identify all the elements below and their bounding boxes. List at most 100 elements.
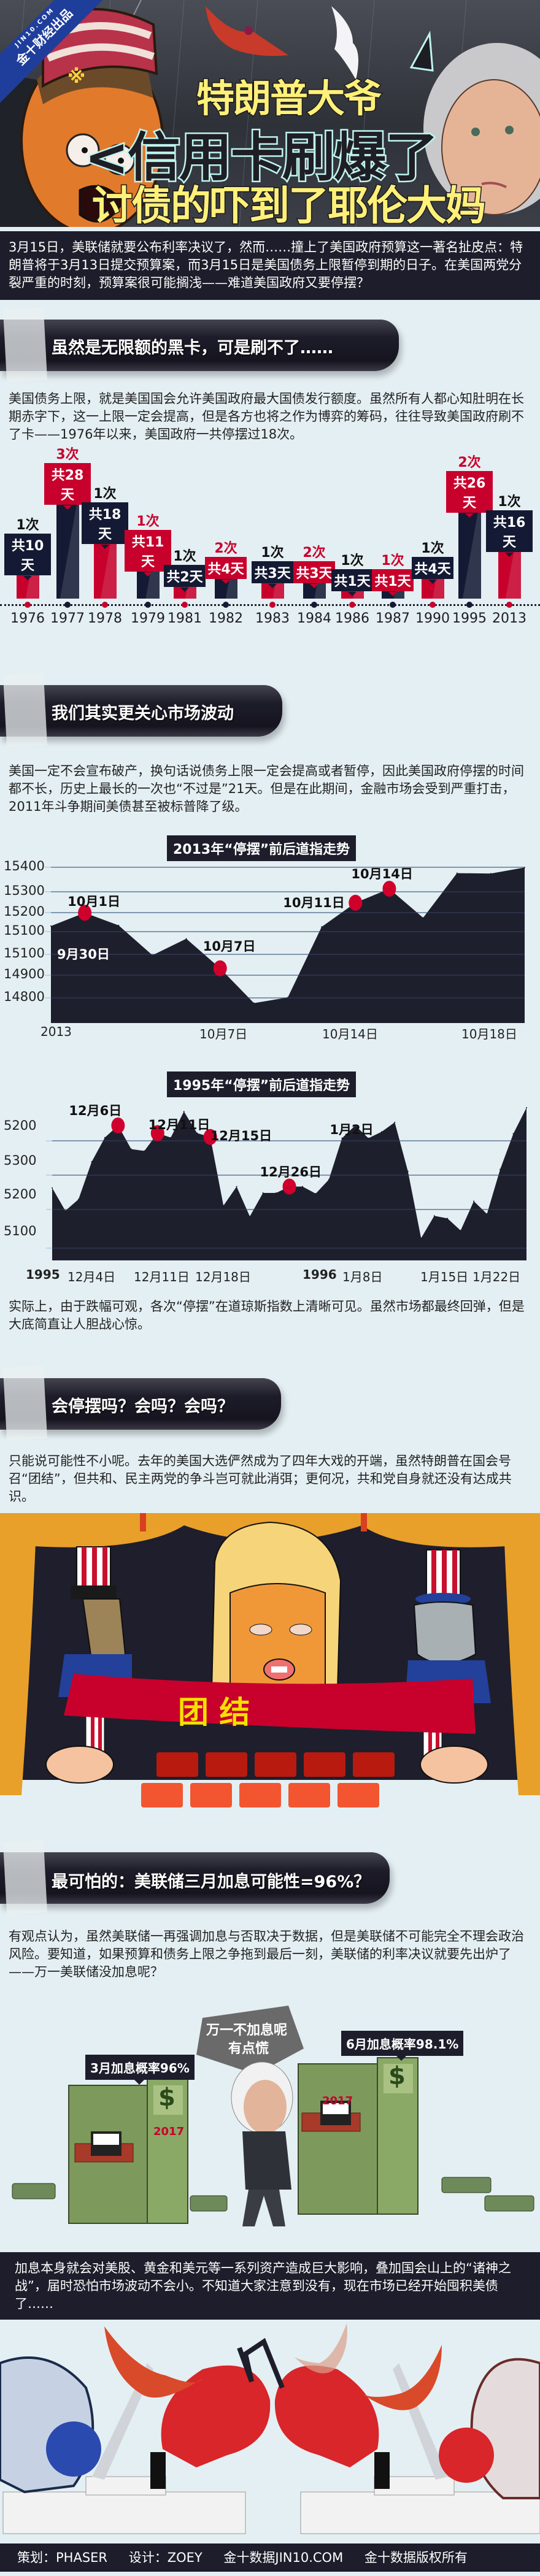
- axis-dot: [466, 602, 472, 608]
- data-point: [490, 873, 492, 875]
- bar: [17, 554, 39, 599]
- axis-dot: [390, 602, 396, 608]
- section2-after-text: 实际上，由于跌幅可观，各次“停摆”在道琼斯指数上清晰可见。虽然市场都最终回弹，但…: [9, 1299, 525, 1332]
- credit-site: 金十数据JIN10.COM: [223, 2550, 344, 2565]
- stage-illustration: 团 结: [0, 1513, 540, 1807]
- bar: [458, 491, 481, 599]
- annotation-dot: [282, 1178, 296, 1195]
- section4-title: 最可怕的：美联储三月加息可能性=96%？: [52, 1873, 371, 1892]
- chart-svg: [46, 1107, 527, 1260]
- bar: [215, 578, 237, 599]
- data-point: [253, 1002, 255, 1004]
- data-point: [236, 1186, 237, 1187]
- republican-elephant-cartoon: [405, 1549, 491, 1784]
- eagle-icon: [295, 2323, 347, 2374]
- data-point: [321, 926, 323, 928]
- year-label: 1986: [335, 611, 369, 626]
- days-label: 共3天: [293, 561, 335, 588]
- days-label: 共1天: [331, 569, 373, 596]
- intro-text: 3月15日，美联储就要公布利率决议了，然而……撞上了美国政府预算这一著名扯皮点：…: [9, 240, 523, 290]
- y-tick-label: 5200: [4, 1118, 37, 1133]
- data-point: [118, 924, 120, 926]
- money-printer-left: [68, 2079, 188, 2224]
- money-printer-right: [298, 2057, 418, 2215]
- march-hike-probability: 3月加息概率96%: [85, 2055, 195, 2085]
- june-hike-probability: 6月加息概率98.1%: [341, 2031, 464, 2061]
- data-point: [407, 1170, 409, 1172]
- x-tick-label: 12月11日: [134, 1270, 190, 1284]
- svg-text:※: ※: [68, 66, 85, 88]
- dollar-icon: $: [158, 2083, 176, 2112]
- data-point: [170, 1137, 172, 1138]
- machine-year-label-right: 2017: [322, 2095, 353, 2107]
- donkey-boxer: [439, 2358, 540, 2499]
- tape-decoration: [2, 307, 48, 382]
- bubble-shape: [196, 2006, 304, 2088]
- annotation-label: 1月2日: [330, 1122, 374, 1137]
- dove-icon: [331, 6, 358, 80]
- x-tick-label: 10月18日: [461, 1027, 517, 1041]
- democrat-donkey-cartoon: [45, 1546, 132, 1784]
- yellen-figure: [231, 2061, 293, 2226]
- section3-text: 只能说可能性不小呢。去年的美国大选俨然成为了四年大戏的开端，虽然特朗普在国会号召…: [9, 1454, 512, 1504]
- bar: [341, 589, 364, 599]
- annotation-label: 10月11日: [283, 895, 345, 910]
- count-label: 1次: [136, 513, 160, 529]
- data-point: [447, 1217, 449, 1219]
- axis-dot: [64, 602, 71, 608]
- bar: [498, 531, 521, 599]
- elephant-boxer: [0, 2356, 101, 2494]
- bar-label: 2次 共4天: [202, 537, 249, 585]
- data-point: [301, 1186, 303, 1187]
- data-point: [433, 1215, 435, 1217]
- count-label: 1次: [93, 486, 117, 502]
- annotation-dot: [78, 905, 92, 921]
- days-label: 共11天: [125, 529, 171, 577]
- tape-decoration: [2, 1840, 48, 1915]
- annotation-dot: [382, 881, 396, 897]
- data-point: [152, 954, 153, 956]
- bar: [94, 523, 117, 599]
- y-tick-label: 15100: [4, 923, 45, 938]
- machine-year-label-left: 2017: [153, 2125, 185, 2138]
- days-label: 共2天: [164, 565, 206, 592]
- count-label: 1次: [381, 553, 404, 569]
- axis-dot: [182, 602, 188, 608]
- axis-dot: [311, 602, 317, 608]
- bar-label: 1次 共16天: [486, 491, 533, 557]
- days-label: 共1天: [372, 569, 414, 596]
- bar: [174, 586, 196, 599]
- tape-decoration: [2, 1366, 48, 1441]
- eagle-icon: [104, 2326, 202, 2398]
- data-point: [276, 1192, 277, 1194]
- year-label: 1979: [131, 611, 165, 626]
- y-tick-label: 5100: [4, 1224, 37, 1238]
- x-tick-label: 1月22日: [472, 1270, 521, 1284]
- annotation-label: 9月30日: [57, 946, 110, 962]
- x-tick-label: 2013: [40, 1024, 72, 1039]
- boxing-glove-right: [274, 2365, 390, 2489]
- axis-dot: [269, 602, 276, 608]
- eagle-icon: [362, 2345, 442, 2410]
- data-point: [422, 917, 424, 919]
- annotation-label: 12月6日: [69, 1103, 122, 1119]
- y-tick-label: 15400: [4, 859, 45, 873]
- data-point: [486, 1213, 488, 1215]
- unity-banner: [64, 1674, 476, 1734]
- hero-title-line2: <信用卡刷爆了: [83, 126, 439, 190]
- x-tick-label: 12月4日: [68, 1270, 116, 1284]
- yellen-caricature: [409, 30, 540, 215]
- axis-dot: [349, 602, 355, 608]
- count-label: 1次: [261, 545, 284, 561]
- data-point: [354, 1125, 356, 1127]
- axis-dot: [145, 602, 151, 608]
- bar: [303, 581, 326, 599]
- cash-stacks: [12, 2177, 534, 2212]
- section3-title: 会停摆吗？会吗？会吗？: [52, 1397, 234, 1416]
- days-label: 共10天: [4, 534, 51, 580]
- section3-ribbon: 会停摆吗？会吗？会吗？: [0, 1366, 281, 1441]
- bar-label: 1次 共4天: [409, 537, 456, 585]
- credit-copyright: 金十数据版权所有: [364, 2550, 468, 2565]
- year-label: 1983: [255, 611, 290, 626]
- days-label: 共4天: [205, 557, 247, 585]
